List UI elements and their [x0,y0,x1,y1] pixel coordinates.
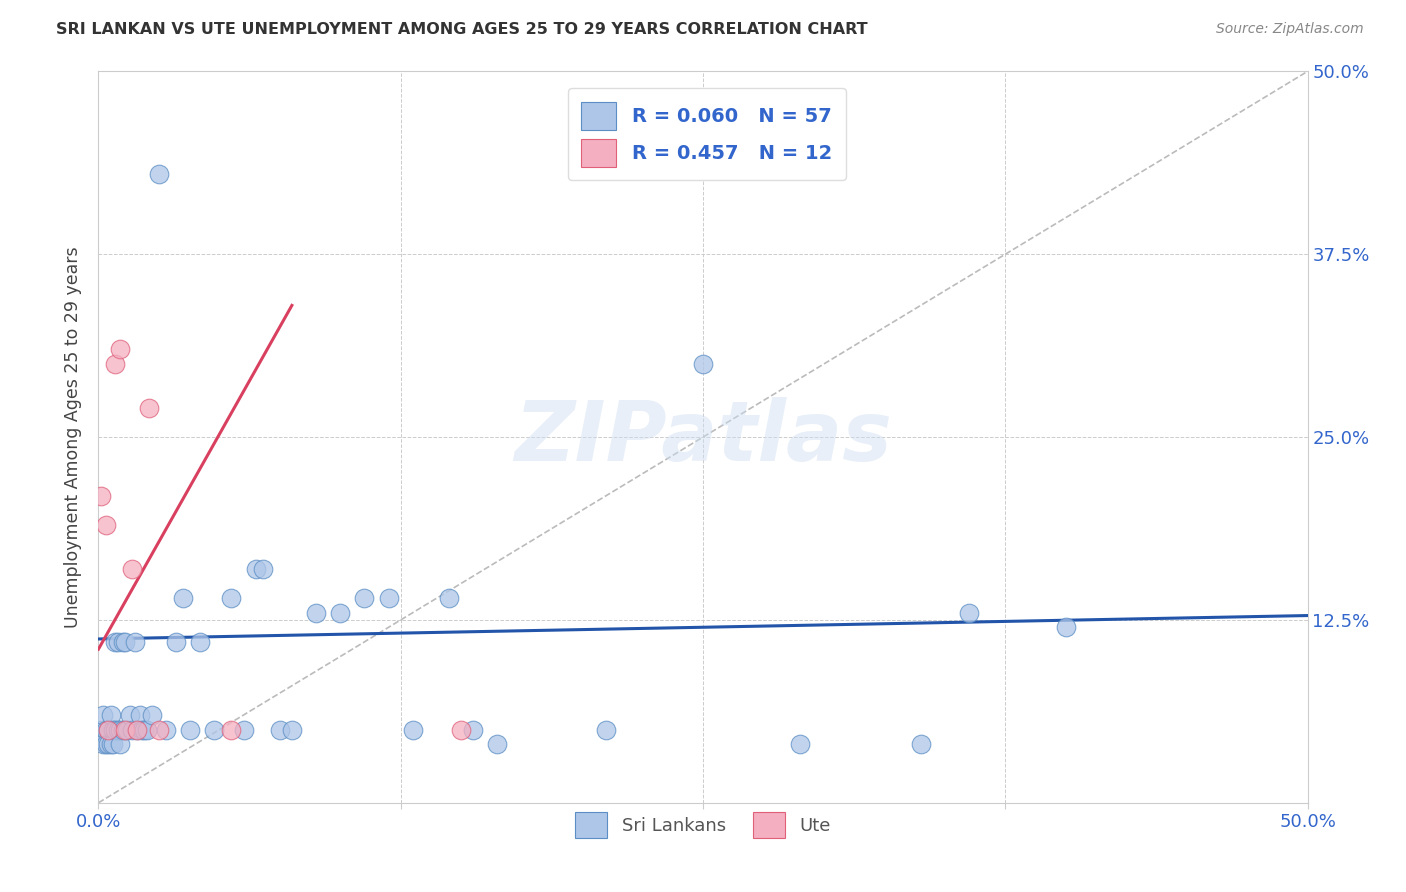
Point [127,723,149,737]
Point [121,723,143,737]
Point [595,723,617,737]
Point [957,606,980,620]
Point [107,635,129,649]
Point [353,591,375,605]
Point [91,737,114,751]
Point [90,723,112,737]
Point [789,737,811,751]
Point [124,635,146,649]
Point [108,343,131,357]
Point [94,517,117,532]
Point [148,723,170,737]
Point [108,737,131,751]
Point [111,723,134,737]
Point [108,723,131,737]
Y-axis label: Unemployment Among Ages 25 to 29 years: Unemployment Among Ages 25 to 29 years [65,246,83,628]
Point [188,635,211,649]
Legend: Sri Lankans, Ute: Sri Lankans, Ute [568,805,838,845]
Point [135,723,157,737]
Point [100,737,122,751]
Point [221,723,243,737]
Point [91,708,114,723]
Point [910,737,932,751]
Point [305,606,328,620]
Point [692,357,714,371]
Point [281,723,304,737]
Point [118,708,141,723]
Point [104,357,127,371]
Point [204,723,226,737]
Point [141,708,163,723]
Point [252,562,274,576]
Point [90,489,112,503]
Point [104,635,127,649]
Point [97,723,120,737]
Point [121,562,143,576]
Point [97,737,120,751]
Point [377,591,399,605]
Point [221,591,243,605]
Point [111,635,134,649]
Point [232,723,254,737]
Point [245,562,267,576]
Point [128,708,150,723]
Point [100,708,122,723]
Point [107,723,129,737]
Text: ZIPatlas: ZIPatlas [515,397,891,477]
Point [101,737,124,751]
Point [94,723,117,737]
Point [155,723,177,737]
Point [138,401,160,415]
Point [104,723,127,737]
Point [101,723,124,737]
Point [1054,620,1077,634]
Point [450,723,472,737]
Point [97,723,120,737]
Text: Source: ZipAtlas.com: Source: ZipAtlas.com [1216,22,1364,37]
Point [179,723,201,737]
Text: SRI LANKAN VS UTE UNEMPLOYMENT AMONG AGES 25 TO 29 YEARS CORRELATION CHART: SRI LANKAN VS UTE UNEMPLOYMENT AMONG AGE… [56,22,868,37]
Point [165,635,187,649]
Point [172,591,194,605]
Point [437,591,460,605]
Point [131,723,153,737]
Point [134,723,156,737]
Point [269,723,291,737]
Point [486,737,509,751]
Point [463,723,485,737]
Point [117,723,139,737]
Point [329,606,352,620]
Point [127,723,149,737]
Point [94,737,117,751]
Point [114,723,136,737]
Point [148,167,170,181]
Point [114,635,136,649]
Point [402,723,425,737]
